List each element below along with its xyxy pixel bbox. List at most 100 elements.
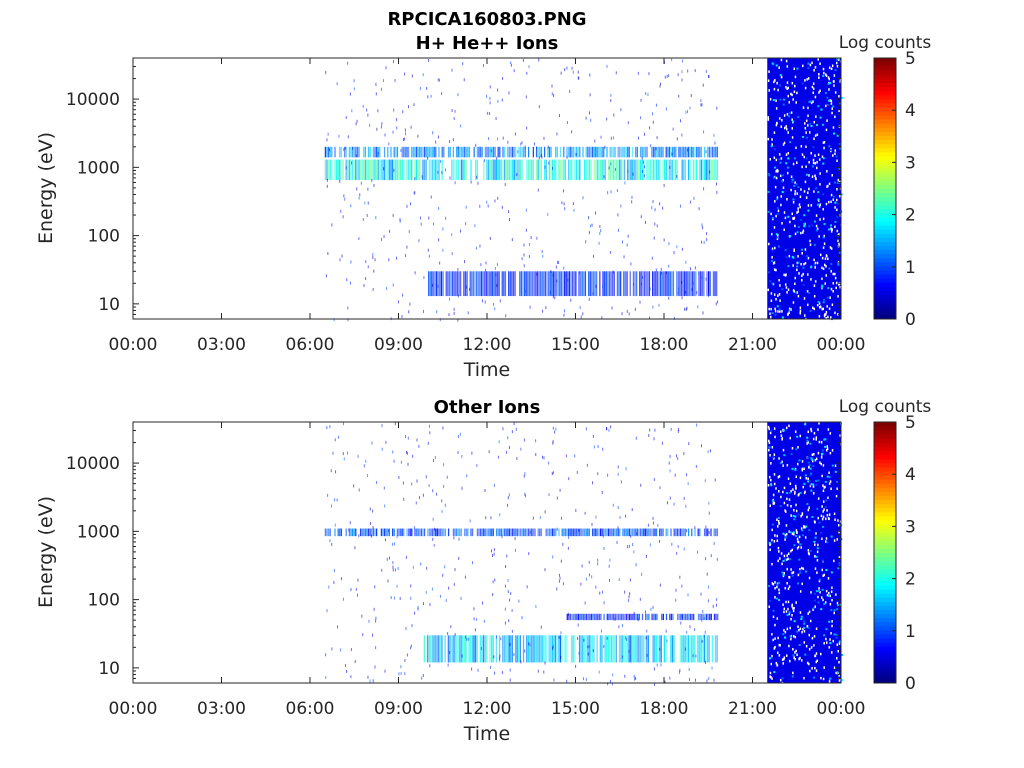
heatmap-cell (573, 208, 575, 212)
heatmap-cell (826, 119, 828, 122)
heatmap-cell (542, 309, 544, 313)
heatmap-cell (436, 528, 439, 537)
heatmap-cell (807, 549, 810, 552)
heatmap-cell (633, 550, 635, 554)
heatmap-cell (798, 459, 801, 462)
heatmap-cell (780, 552, 783, 555)
heatmap-cell (816, 507, 819, 510)
heatmap-cell (388, 528, 391, 537)
heatmap-cell (397, 300, 399, 304)
heatmap-cell (620, 271, 622, 297)
heatmap-cell (805, 136, 808, 139)
heatmap-cell (500, 528, 503, 537)
heatmap-cell (678, 613, 680, 621)
heatmap-cell (428, 254, 430, 258)
heatmap-cell (828, 307, 831, 310)
heatmap-cell (791, 532, 794, 535)
heatmap-cell (548, 146, 551, 158)
heatmap-cell (564, 528, 567, 537)
heatmap-cell (781, 562, 783, 566)
heatmap-cell (356, 146, 359, 158)
heatmap-cell (593, 613, 596, 621)
colorbar-segment (874, 66, 896, 71)
heatmap-cell (653, 667, 655, 671)
heatmap-cell (431, 271, 433, 297)
heatmap-cell (805, 157, 808, 160)
heatmap-cell (805, 173, 808, 176)
heatmap-cell (768, 446, 771, 449)
heatmap-cell (798, 535, 801, 539)
heatmap-cell (834, 276, 837, 280)
heatmap-cell (777, 245, 780, 248)
heatmap-cell (490, 271, 492, 297)
heatmap-cell (836, 487, 838, 491)
heatmap-cell (499, 299, 501, 303)
heatmap-cell (715, 159, 717, 181)
heatmap-cell (774, 435, 776, 439)
heatmap-cell (377, 154, 379, 158)
heatmap-cell (428, 484, 430, 488)
heatmap-cell (541, 155, 543, 159)
colorbar-segment (874, 442, 896, 447)
heatmap-cell (495, 159, 498, 181)
heatmap-cell (799, 627, 802, 630)
heatmap-cell (404, 146, 407, 158)
heatmap-cell (491, 553, 493, 557)
heatmap-cell (548, 493, 550, 497)
heatmap-cell (834, 69, 837, 72)
heatmap-cell (787, 288, 790, 291)
heatmap-cell (560, 71, 562, 75)
heatmap-cell (708, 146, 711, 158)
colorbar-segment (874, 180, 896, 185)
heatmap-cell (702, 159, 704, 181)
heatmap-cell (596, 159, 599, 181)
heatmap-cell (614, 146, 616, 158)
heatmap-cell (519, 635, 521, 663)
heatmap-cell (706, 572, 708, 576)
heatmap-cell (655, 159, 658, 181)
heatmap-cell (705, 69, 707, 73)
heatmap-cell (596, 528, 599, 537)
heatmap-cell (603, 146, 605, 158)
heatmap-cell (372, 287, 374, 291)
heatmap-cell (591, 271, 593, 297)
heatmap-cell (582, 196, 584, 200)
heatmap-cell (589, 573, 591, 577)
heatmap-cell (815, 479, 818, 482)
heatmap-cell (815, 115, 817, 118)
heatmap-cell (521, 257, 523, 261)
heatmap-cell (691, 613, 693, 621)
heatmap-cell (785, 162, 788, 165)
heatmap-cell (834, 91, 837, 94)
heatmap-cell (505, 314, 507, 318)
heatmap-cell (362, 633, 364, 637)
heatmap-cell (681, 296, 683, 300)
x-tick-label: 18:00 (640, 699, 689, 719)
heatmap-cell (818, 589, 821, 592)
heatmap-cell (633, 613, 636, 621)
heatmap-cell (823, 666, 825, 669)
heatmap-cell (716, 598, 718, 602)
heatmap-cell (575, 271, 577, 297)
heatmap-cell (822, 157, 825, 160)
heatmap-cell (403, 159, 405, 181)
heatmap-cell (832, 105, 835, 108)
heatmap-cell (469, 519, 471, 523)
heatmap-cell (643, 174, 645, 178)
heatmap-cell (813, 69, 815, 72)
heatmap-cell (682, 635, 685, 663)
heatmap-cell (430, 159, 432, 181)
heatmap-cell (427, 156, 429, 160)
heatmap-cell (431, 528, 434, 537)
heatmap-cell (668, 461, 670, 465)
heatmap-cell (564, 68, 566, 72)
heatmap-cell (517, 150, 519, 154)
heatmap-cell (807, 106, 809, 110)
heatmap-cell (778, 599, 781, 602)
heatmap-cell (548, 159, 551, 181)
heatmap-cell (656, 613, 658, 621)
heatmap-cell (827, 257, 829, 261)
heatmap-cell (768, 271, 771, 274)
heatmap-cell (779, 310, 781, 313)
heatmap-cell (809, 619, 812, 623)
